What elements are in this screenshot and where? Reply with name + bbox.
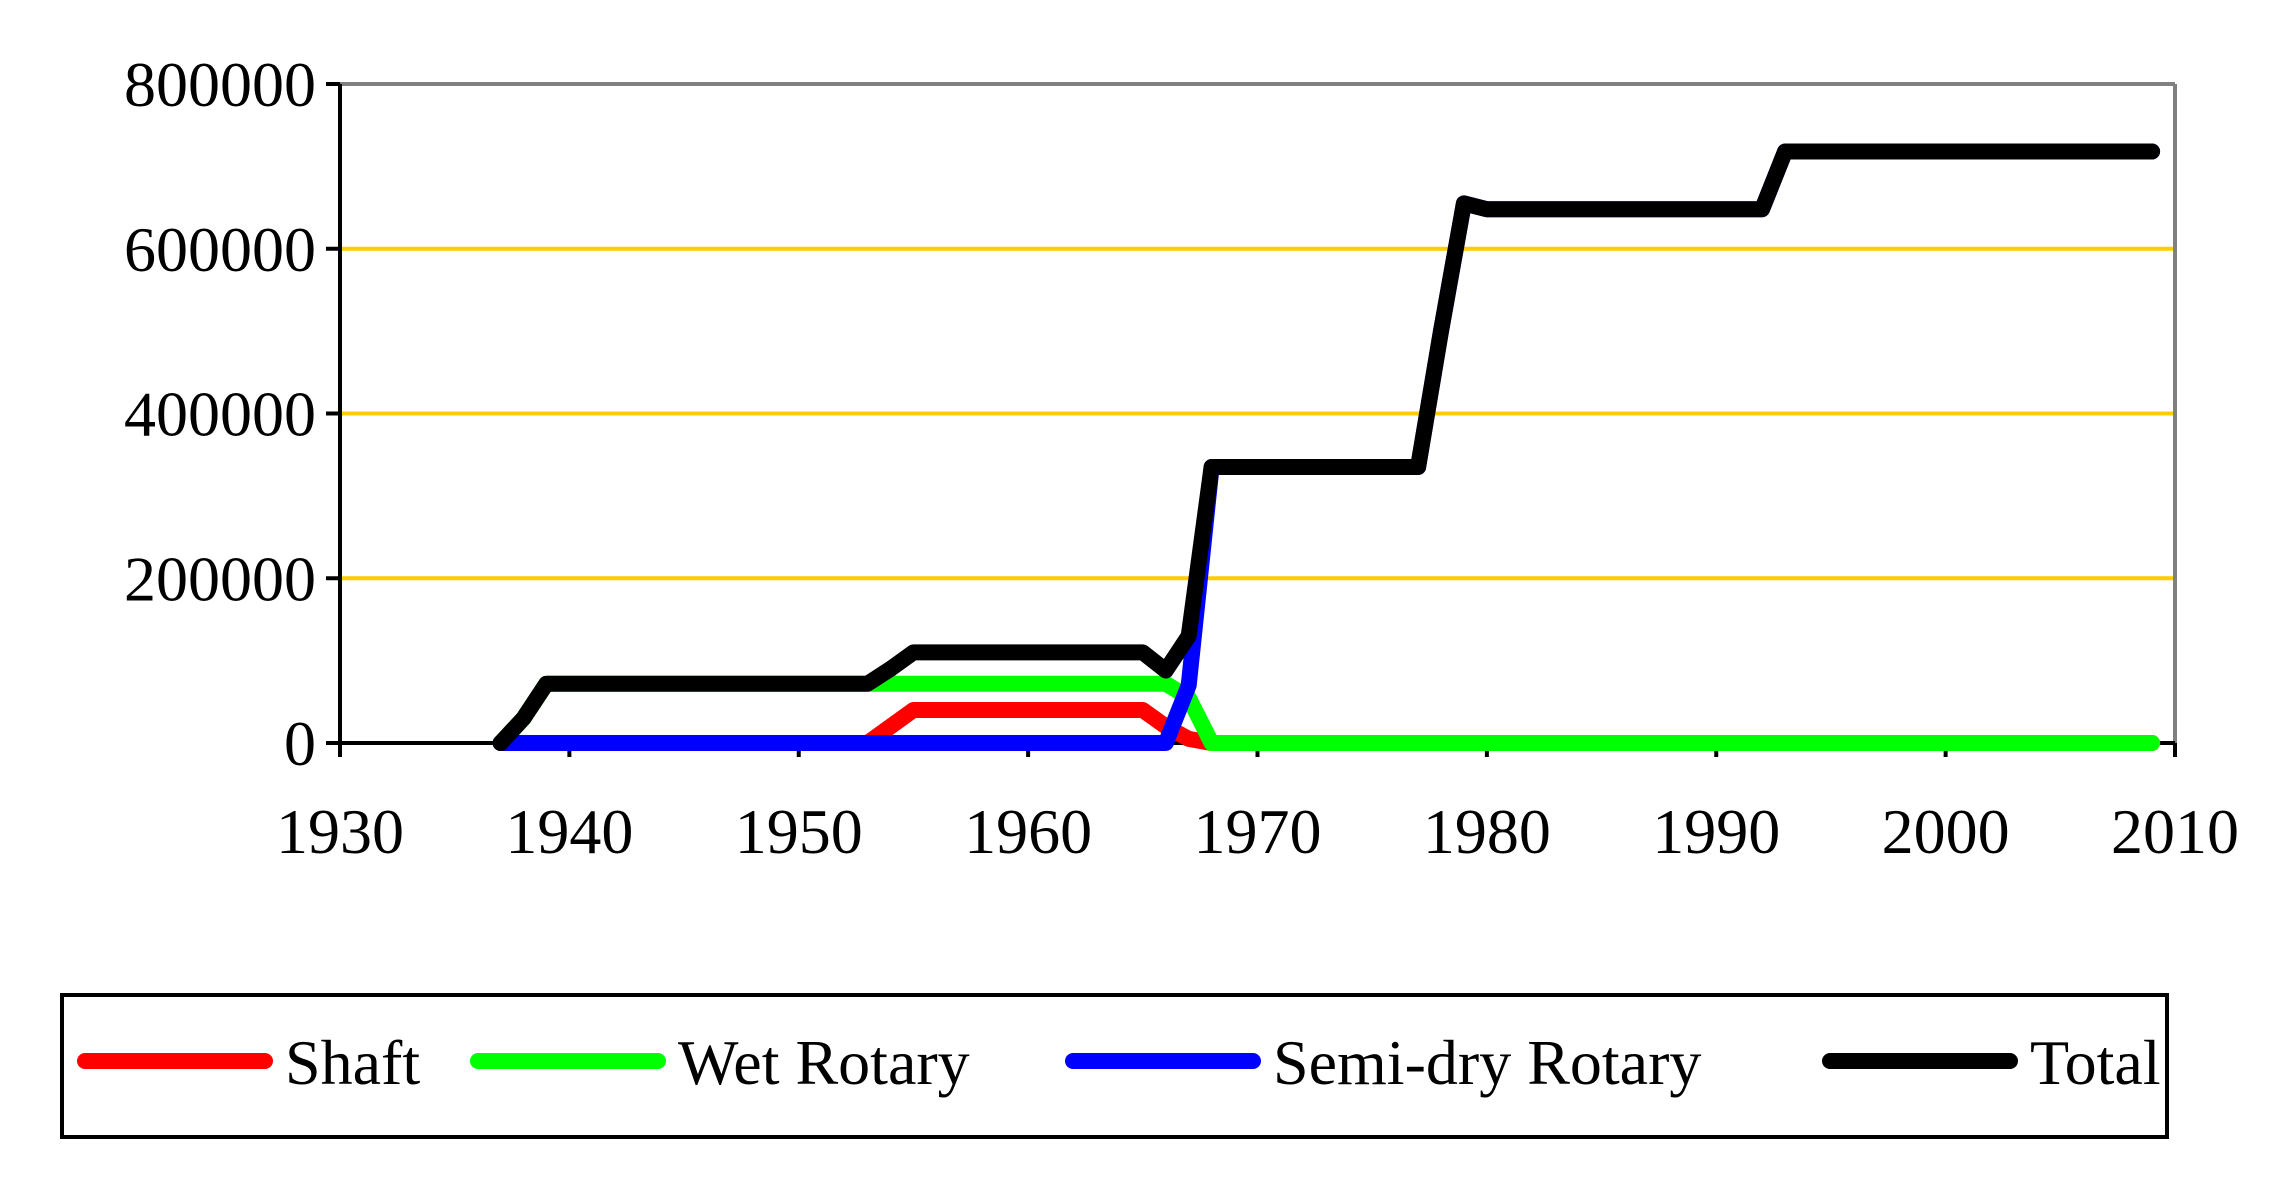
y-tick-label: 0 (284, 708, 316, 779)
x-tick-label: 1940 (505, 796, 633, 867)
y-tick-label: 400000 (124, 379, 316, 450)
y-tick-label: 200000 (124, 543, 316, 614)
y-tick-label: 600000 (124, 214, 316, 285)
series-line-total (492, 143, 2161, 751)
x-tick-label: 1990 (1652, 796, 1780, 867)
axes (338, 82, 2177, 757)
x-tick-label: 1930 (276, 796, 404, 867)
legend-label-total: Total (2030, 1027, 2161, 1098)
x-tick-label: 1950 (735, 796, 863, 867)
y-axis-ticks: 0 200000 400000 600000 800000 (124, 49, 340, 779)
x-axis-ticks: 1930 1940 1950 1960 1970 1980 1990 2000 2010 (276, 743, 2239, 867)
grid-lines (340, 246, 2175, 581)
legend-label-semi-dry-rotary: Semi-dry Rotary (1273, 1027, 1701, 1098)
x-tick-label: 1970 (1194, 796, 1322, 867)
x-tick-label: 1960 (964, 796, 1092, 867)
series-line-semi-dry-rotary (492, 143, 2161, 751)
x-tick-label: 2010 (2111, 796, 2239, 867)
legend: Shaft Wet Rotary Semi-dry Rotary Total (60, 993, 2169, 1139)
legend-label-shaft: Shaft (285, 1027, 420, 1098)
y-tick-label: 800000 (124, 49, 316, 120)
series-lines (492, 143, 2161, 751)
legend-label-wet-rotary: Wet Rotary (678, 1027, 970, 1098)
x-tick-label: 2000 (1882, 796, 2010, 867)
series-line-wet-rotary (492, 675, 2161, 751)
x-tick-label: 1980 (1423, 796, 1551, 867)
